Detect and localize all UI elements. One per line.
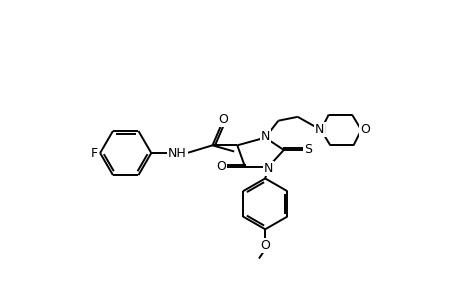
Text: O: O: [218, 113, 228, 126]
Text: N: N: [263, 162, 272, 175]
Text: N: N: [260, 130, 269, 142]
Text: O: O: [359, 123, 369, 136]
Text: F: F: [90, 146, 97, 160]
Text: N: N: [314, 123, 324, 136]
Text: O: O: [216, 160, 225, 173]
Text: N: N: [316, 123, 325, 136]
Text: O: O: [260, 239, 269, 252]
Text: S: S: [303, 143, 311, 157]
Text: NH: NH: [168, 146, 187, 160]
